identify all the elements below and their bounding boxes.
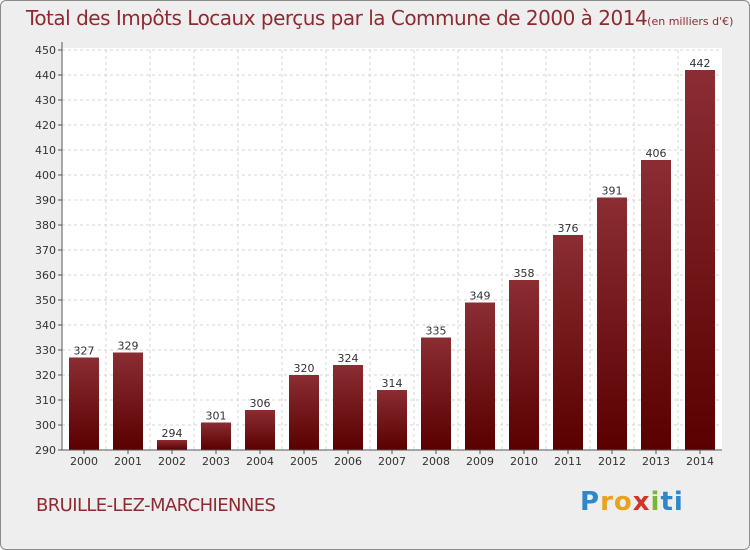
x-tick-label: 2003	[202, 455, 230, 468]
bar-value-label: 306	[250, 397, 271, 410]
y-tick-label: 430	[35, 94, 56, 107]
x-tick-label: 2002	[158, 455, 186, 468]
bar	[641, 160, 671, 450]
x-tick-label: 2014	[686, 455, 714, 468]
y-tick-label: 450	[35, 44, 56, 57]
bar	[113, 352, 143, 450]
bar	[201, 422, 231, 450]
y-tick-label: 410	[35, 144, 56, 157]
bar-value-label: 294	[162, 427, 183, 440]
commune-name: BRUILLE-LEZ-MARCHIENNES	[36, 495, 276, 516]
bar	[421, 337, 451, 450]
bar	[69, 357, 99, 450]
x-tick-label: 2012	[598, 455, 626, 468]
y-tick-label: 370	[35, 244, 56, 257]
bar-value-label: 320	[294, 362, 315, 375]
bar	[289, 375, 319, 450]
y-tick-label: 440	[35, 69, 56, 82]
bar	[685, 70, 715, 450]
bar-value-label: 442	[690, 57, 711, 70]
y-tick-label: 350	[35, 294, 56, 307]
bar-value-label: 327	[74, 345, 95, 358]
chart-unit-label: (en milliers d'€)	[647, 15, 734, 28]
logo-letter: i	[650, 487, 661, 517]
y-tick-label: 300	[35, 419, 56, 432]
bar-value-label: 301	[206, 410, 227, 423]
bar-value-label: 376	[558, 222, 579, 235]
bar	[597, 197, 627, 450]
y-tick-label: 380	[35, 219, 56, 232]
x-tick-label: 2004	[246, 455, 274, 468]
proxiti-logo: Proxiti	[580, 487, 684, 517]
x-tick-label: 2009	[466, 455, 494, 468]
x-tick-label: 2000	[70, 455, 98, 468]
y-tick-label: 290	[35, 444, 56, 457]
bar-value-label: 391	[602, 185, 623, 198]
bar-value-label: 324	[338, 352, 359, 365]
x-tick-label: 2008	[422, 455, 450, 468]
logo-letter: o	[613, 487, 633, 517]
bar-value-label: 358	[514, 267, 535, 280]
x-tick-label: 2013	[642, 455, 670, 468]
x-tick-label: 2007	[378, 455, 406, 468]
bar-value-label: 314	[382, 377, 403, 390]
logo-letter: P	[580, 487, 601, 517]
bar	[509, 280, 539, 450]
y-tick-label: 360	[35, 269, 56, 282]
y-tick-label: 420	[35, 119, 56, 132]
x-tick-label: 2006	[334, 455, 362, 468]
y-tick-label: 330	[35, 344, 56, 357]
x-tick-label: 2005	[290, 455, 318, 468]
bar	[553, 235, 583, 450]
logo-letter: r	[600, 487, 614, 517]
logo-letter: ti	[660, 487, 684, 517]
chart-title: Total des Impôts Locaux perçus par la Co…	[26, 6, 648, 30]
chart-title-block: Total des Impôts Locaux perçus par la Co…	[26, 6, 733, 30]
y-tick-label: 340	[35, 319, 56, 332]
bar-value-label: 335	[426, 325, 447, 338]
y-tick-label: 390	[35, 194, 56, 207]
bar-value-label: 329	[118, 340, 139, 353]
bar	[157, 440, 187, 450]
logo-letter: x	[632, 487, 651, 517]
y-tick-label: 400	[35, 169, 56, 182]
x-tick-label: 2010	[510, 455, 538, 468]
bar	[377, 390, 407, 450]
x-tick-label: 2001	[114, 455, 142, 468]
bar-value-label: 349	[470, 290, 491, 303]
x-tick-label: 2011	[554, 455, 582, 468]
bar	[465, 302, 495, 450]
bar	[245, 410, 275, 450]
bar	[333, 365, 363, 450]
bar-value-label: 406	[646, 147, 667, 160]
y-tick-label: 310	[35, 394, 56, 407]
y-tick-label: 320	[35, 369, 56, 382]
